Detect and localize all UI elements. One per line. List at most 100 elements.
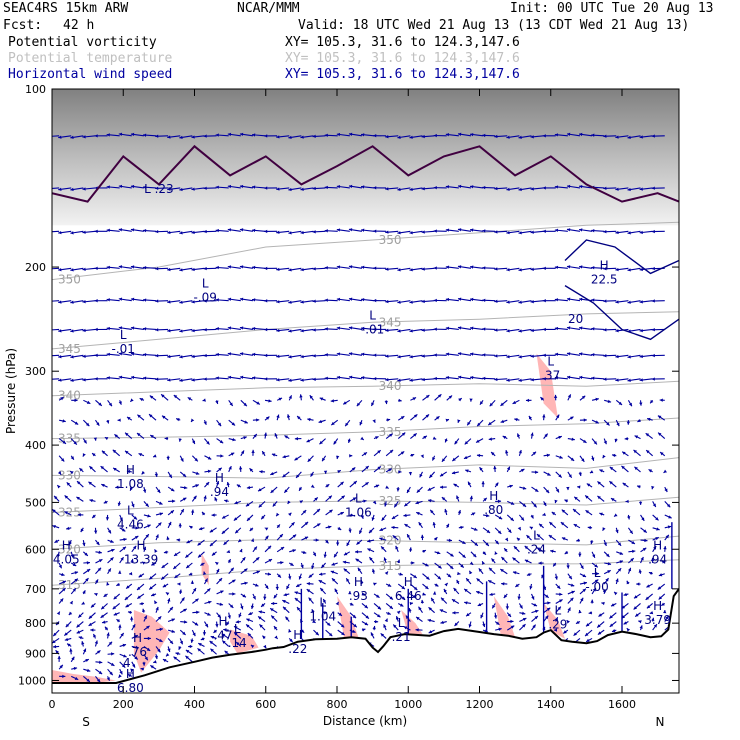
wind-arrow-head — [421, 299, 425, 304]
wind-arrow-head — [347, 439, 352, 443]
wind-arrow-head — [653, 546, 657, 550]
wind-arrow-head — [651, 617, 655, 622]
wind-arrow-head — [359, 421, 363, 426]
wind-arrow-head — [82, 230, 86, 234]
wind-arrow-head — [209, 529, 214, 533]
wind-arrow-head — [470, 375, 474, 380]
wind-arrow-head — [282, 473, 286, 478]
wind-arrow-head — [173, 565, 177, 570]
wind-arrow-head — [609, 481, 613, 485]
wind-arrow-head — [566, 228, 571, 232]
wind-arrow-head — [70, 135, 74, 139]
wind-arrow-head — [168, 521, 172, 526]
wind-arrow-head — [555, 488, 559, 493]
wind-arrow-head — [115, 485, 119, 489]
wind-arrow-head — [554, 576, 558, 580]
wind-arrow-head — [53, 632, 57, 637]
end-label-south: S — [82, 715, 90, 729]
wind-arrow-head — [210, 635, 215, 640]
wind-arrow-head — [504, 548, 508, 552]
wind-speed-contour — [564, 285, 679, 341]
wind-arrow-head — [125, 604, 130, 608]
wind-arrow-head — [373, 266, 377, 270]
wind-arrow-head — [304, 521, 309, 526]
plot-area: 3153153203203253253303303353353403403453… — [52, 89, 679, 693]
wind-arrow-head — [409, 268, 413, 272]
forecast-label: Fcst: — [3, 18, 43, 33]
wind-arrow-head — [546, 453, 551, 457]
wind-arrow-head — [536, 547, 541, 551]
wind-arrow-head — [62, 588, 66, 592]
x-tick-label: 1200 — [466, 698, 494, 711]
wind-arrow-head — [177, 582, 181, 586]
wind-arrow-head — [118, 132, 123, 137]
wind-arrow-head — [287, 500, 291, 504]
wind-arrow-head — [622, 482, 627, 487]
wind-arrow-head — [227, 297, 232, 301]
wind-arrow-head — [568, 474, 572, 478]
wind-arrow-head — [306, 439, 310, 443]
wind-arrow-head — [68, 611, 73, 615]
wind-arrow-head — [94, 134, 98, 138]
wind-arrow-head — [573, 524, 578, 528]
wind-arrow-head — [288, 187, 292, 192]
wind-arrow-head — [273, 594, 277, 599]
wind-arrow-head — [56, 554, 61, 558]
wind-arrow-head — [190, 639, 194, 643]
wind-arrow-head — [203, 328, 207, 332]
wind-arrow-head — [554, 185, 559, 189]
wind-arrow-head — [74, 398, 78, 402]
wind-arrow-head — [607, 399, 612, 403]
extremum-value: .22 — [288, 642, 307, 656]
wind-arrow-head — [171, 629, 175, 633]
wind-arrow-head — [658, 573, 663, 577]
wind-arrow-head — [298, 576, 302, 580]
wind-arrow-head — [645, 433, 650, 437]
wind-arrow-head — [639, 135, 643, 139]
wind-arrow-head — [233, 517, 238, 521]
wind-arrow-head — [118, 624, 122, 628]
wind-arrow-head — [77, 513, 81, 517]
wind-arrow-head — [145, 503, 149, 507]
wind-arrow-head — [397, 231, 401, 235]
wind-arrow-head — [615, 329, 619, 333]
wind-arrow-head — [494, 377, 498, 382]
wind-arrow-head — [200, 562, 204, 566]
wind-arrow-head — [518, 329, 522, 333]
wind-arrow-head — [255, 557, 260, 561]
wind-arrow-head — [564, 499, 568, 503]
wind-arrow-head — [138, 453, 143, 457]
wind-arrow-head — [579, 326, 583, 330]
wind-speed-contour — [564, 239, 679, 275]
wind-arrow-head — [343, 552, 348, 556]
wind-arrow-head — [264, 353, 268, 358]
wind-arrow-head — [570, 416, 574, 420]
wind-arrow-head — [364, 604, 368, 609]
wind-arrow-head — [112, 449, 117, 454]
wind-arrow-head — [234, 501, 238, 505]
wind-arrow-head — [432, 457, 436, 461]
wind-arrow-head — [70, 231, 74, 235]
wind-arrow-head — [297, 607, 301, 611]
wind-arrow-head — [597, 624, 601, 628]
wind-arrow-head — [262, 635, 266, 639]
wind-arrow-head — [591, 457, 595, 461]
wind-arrow-head — [534, 470, 539, 474]
wind-arrow-head — [215, 481, 220, 485]
extremum-value: 4.05 — [53, 553, 80, 567]
wind-arrow-head — [619, 560, 624, 564]
wind-arrow-head — [149, 586, 153, 590]
wind-arrow-head — [494, 267, 498, 271]
wind-arrow-head — [494, 230, 498, 234]
wind-arrow-head — [439, 485, 444, 489]
wind-arrow-head — [361, 228, 365, 232]
wind-arrow-head — [561, 509, 566, 513]
wind-arrow-head — [250, 538, 255, 543]
wind-arrow-head — [445, 523, 449, 528]
wind-arrow-head — [422, 592, 426, 596]
wind-arrow-head — [488, 437, 493, 441]
wind-arrow-head — [108, 402, 112, 407]
wind-arrow-head — [191, 267, 195, 272]
wind-arrow-head — [566, 297, 571, 301]
wind-arrow-head — [82, 590, 86, 594]
